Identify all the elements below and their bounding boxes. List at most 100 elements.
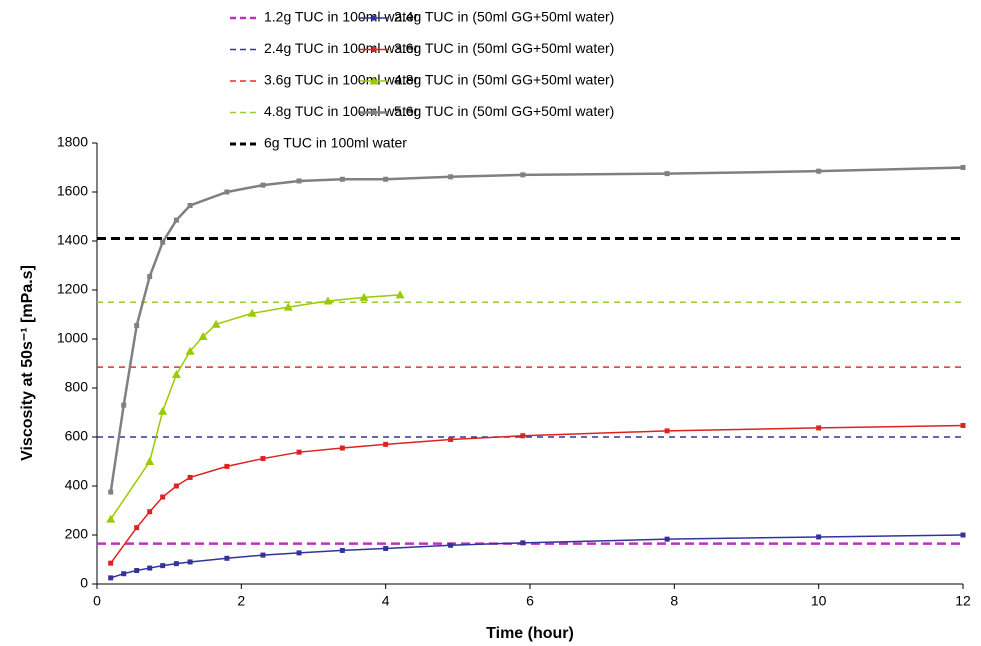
point — [359, 292, 369, 301]
point — [664, 171, 670, 177]
y-tick-label: 1800 — [57, 134, 88, 150]
series-line — [110, 534, 964, 579]
point — [395, 290, 405, 299]
series-line — [110, 294, 401, 520]
point — [147, 274, 153, 280]
point — [520, 172, 526, 178]
point — [147, 565, 153, 571]
point — [339, 547, 345, 553]
point — [816, 425, 822, 431]
point — [383, 441, 389, 447]
x-tick-label: 12 — [955, 593, 971, 609]
point — [108, 489, 114, 495]
point — [816, 168, 822, 174]
x-tick-label: 8 — [670, 593, 678, 609]
legend-marker — [371, 47, 377, 52]
point — [134, 323, 140, 329]
point — [520, 540, 526, 546]
point — [160, 494, 166, 500]
point — [173, 217, 179, 223]
point — [134, 568, 140, 574]
point — [187, 474, 193, 480]
point — [121, 571, 127, 577]
y-axis-label: Viscosity at 50s⁻¹ [mPa.s] — [19, 265, 36, 461]
legend-label: 2.4g TUC in 100ml water — [264, 40, 419, 56]
point — [816, 534, 822, 540]
point — [339, 445, 345, 451]
x-tick-label: 0 — [93, 593, 101, 609]
y-tick-label: 1000 — [57, 330, 88, 346]
point — [960, 422, 966, 428]
point — [339, 176, 345, 182]
point — [260, 552, 266, 558]
y-tick-label: 1200 — [57, 281, 88, 297]
legend-label: 1.2g TUC in 100ml water — [264, 9, 419, 25]
point — [260, 456, 266, 462]
y-tick-label: 600 — [65, 428, 89, 444]
point — [185, 346, 195, 355]
point — [664, 536, 670, 542]
legend-label: 5.6g TUC in (50ml GG+50ml water) — [394, 103, 614, 119]
legend-label: 6g TUC in 100ml water — [264, 135, 407, 151]
y-tick-label: 400 — [65, 477, 89, 493]
series-line — [110, 424, 964, 564]
point — [145, 457, 155, 465]
series-line — [109, 166, 964, 493]
point — [134, 525, 140, 531]
legend-marker — [371, 110, 377, 115]
legend-label: 2.4g TUC in (50ml GG+50ml water) — [394, 9, 614, 25]
point — [448, 436, 454, 442]
point — [160, 239, 166, 245]
point — [283, 302, 293, 311]
point — [187, 559, 193, 565]
legend-marker — [369, 76, 379, 85]
legend-label: 3.6g TUC in (50ml GG+50ml water) — [394, 40, 614, 56]
y-tick-label: 800 — [65, 379, 89, 395]
point — [160, 563, 166, 569]
point — [158, 406, 168, 415]
legend-label: 3.6g TUC in 100ml water — [264, 72, 419, 88]
x-tick-label: 10 — [811, 593, 827, 609]
point — [224, 463, 230, 469]
point — [173, 483, 179, 489]
point — [108, 575, 114, 581]
point — [520, 433, 526, 439]
point — [296, 449, 302, 455]
legend-label: 4.8g TUC in 100ml water — [264, 103, 419, 119]
y-tick-label: 1600 — [57, 183, 88, 199]
point — [960, 165, 966, 170]
point — [211, 319, 221, 328]
point — [247, 308, 257, 317]
point — [383, 545, 389, 551]
point — [147, 509, 153, 515]
legend-marker — [371, 15, 377, 21]
x-tick-label: 2 — [237, 593, 245, 609]
y-tick-label: 0 — [80, 575, 88, 591]
x-tick-label: 6 — [526, 593, 534, 609]
point — [960, 532, 966, 538]
point — [296, 550, 302, 556]
point — [664, 428, 670, 434]
point — [296, 178, 302, 184]
x-axis-label: Time (hour) — [486, 625, 574, 642]
point — [383, 176, 389, 182]
point — [260, 182, 266, 188]
x-tick-label: 4 — [382, 593, 390, 609]
point — [224, 189, 230, 195]
point — [106, 514, 116, 523]
point — [198, 332, 208, 341]
point — [224, 555, 230, 561]
point — [448, 542, 454, 548]
point — [108, 560, 114, 566]
point — [448, 174, 454, 180]
y-tick-label: 200 — [65, 526, 89, 542]
point — [121, 402, 127, 408]
legend-label: 4.8g TUC in (50ml GG+50ml water) — [394, 72, 614, 88]
y-tick-label: 1400 — [57, 232, 88, 248]
point — [171, 370, 181, 379]
point — [323, 296, 333, 305]
point — [187, 202, 193, 208]
point — [173, 561, 179, 567]
